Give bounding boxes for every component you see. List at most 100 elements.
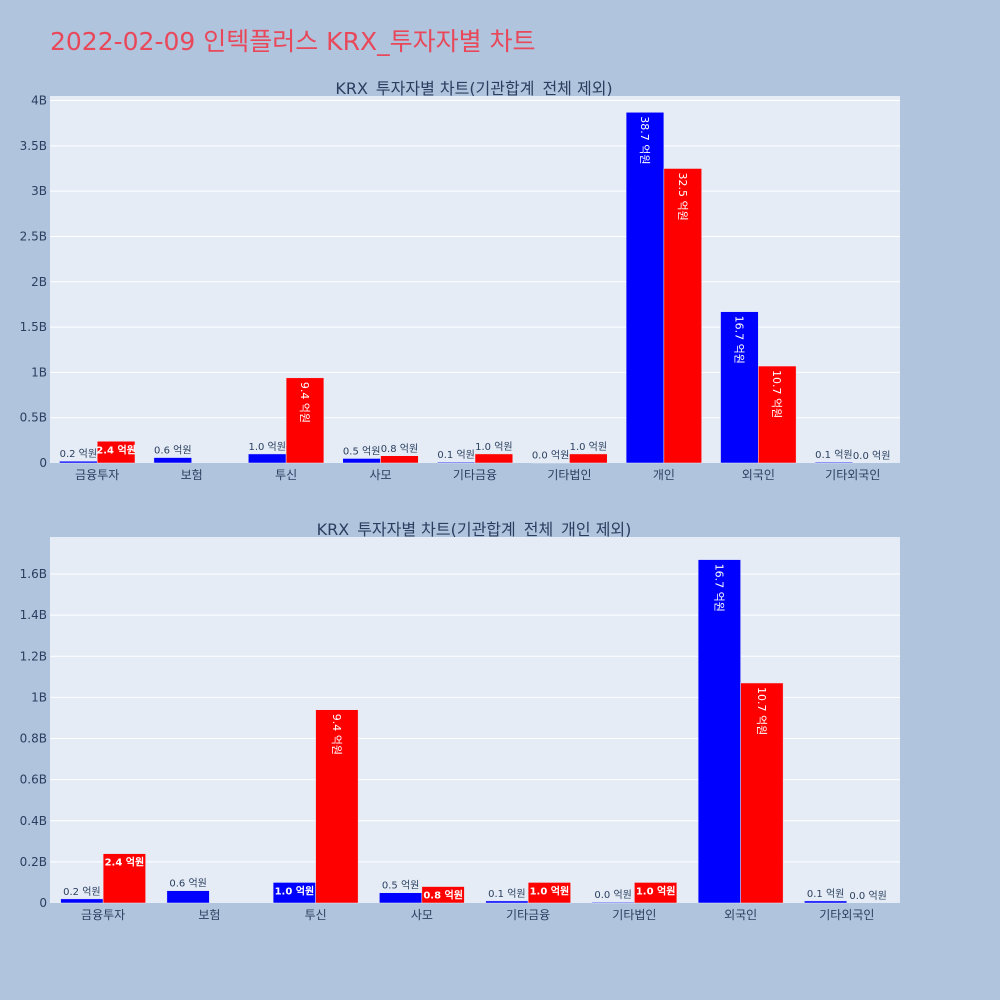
bar-value-label: 0.2 억원	[63, 886, 100, 898]
bar-sell	[758, 365, 797, 464]
bar-value-label: 38.7 억원	[638, 116, 651, 164]
bar-value-label: 0.1 억원	[437, 449, 474, 461]
bar-buy	[436, 461, 476, 464]
y-tick-label: 0.2B	[20, 855, 47, 869]
bar-value-label: 1.0 억원	[570, 441, 607, 453]
bar-buy	[153, 457, 192, 464]
bar-buy	[720, 311, 759, 464]
bar-value-label: 0.8 억원	[423, 889, 463, 902]
x-tick-label: 외국인	[742, 468, 775, 482]
x-tick-label: 기타금융	[453, 468, 497, 482]
investor-chart-excl-institution-individual: KRX_투자자별 차트(기관합계_전체_개인 제외) 0 0.2B 0.4B 0.6B 0…	[20, 520, 900, 922]
bar-value-label: 1.0 억원	[475, 441, 512, 453]
bar-value-label: 0.1 억원	[815, 449, 852, 461]
x-tick-label: 투신	[305, 908, 327, 922]
bar-value-label: 10.7 억원	[770, 370, 783, 418]
x-tick-label: 보험	[198, 908, 220, 922]
bar-value-label: 9.4 억원	[298, 382, 311, 423]
y-tick-label: 2B	[31, 275, 47, 289]
x-tick-label: 보험	[181, 468, 203, 482]
y-tick-label: 0.8B	[20, 732, 47, 746]
bar-value-label: 0.0 억원	[849, 890, 886, 902]
bar-value-label: 0.2 억원	[60, 448, 97, 460]
bar-buy	[379, 892, 423, 904]
chart-title: KRX_투자자별 차트(기관합계_전체 제외)	[335, 79, 612, 99]
bar-value-label: 0.6 억원	[154, 445, 191, 457]
y-tick-label: 3.5B	[20, 139, 47, 153]
x-tick-label: 기타법인	[547, 468, 591, 482]
y-tick-label: 1.5B	[20, 320, 47, 334]
bar-sell	[380, 455, 419, 464]
bar-value-label: 0.5 억원	[343, 445, 380, 457]
bar-buy	[814, 461, 854, 464]
y-tick-label: 0.6B	[20, 773, 47, 787]
y-tick-label: 0.5B	[20, 411, 47, 425]
bar-buy	[804, 900, 848, 904]
chart-title: KRX_투자자별 차트(기관합계_전체_개인 제외)	[317, 520, 632, 540]
y-tick-label: 3B	[31, 184, 47, 198]
y-tick-label: 1.6B	[20, 567, 47, 581]
bar-value-label: 10.7 억원	[755, 687, 768, 735]
bar-buy	[342, 458, 381, 464]
bar-buy	[166, 890, 210, 904]
x-tick-label: 금융투자	[81, 908, 125, 922]
x-tick-label: 사모	[370, 468, 392, 482]
bar-value-label: 0.0 억원	[532, 450, 569, 462]
bar-sell	[102, 853, 146, 904]
bar-value-label: 0.0 억원	[594, 889, 631, 901]
investor-chart-excl-institution: KRX_투자자별 차트(기관합계_전체 제외) 0 0.5B 1B 1.5B 2B 2.5B…	[20, 79, 900, 482]
bar-value-label: 32.5 억원	[676, 172, 689, 220]
y-tick-label: 0.4B	[20, 814, 47, 828]
x-tick-label: 기타외국인	[825, 468, 880, 482]
bar-buy	[59, 460, 98, 464]
y-tick-label: 1.2B	[20, 649, 47, 663]
bar-value-label: 1.0 억원	[248, 441, 285, 453]
bar-buy	[697, 559, 741, 904]
bar-value-label: 0.6 억원	[169, 878, 206, 890]
y-tick-label: 0	[39, 896, 47, 910]
bar-sell	[663, 168, 702, 464]
bar-sell	[527, 882, 571, 904]
y-tick-label: 2.5B	[20, 229, 47, 243]
bar-value-label: 1.0 억원	[530, 884, 570, 897]
x-tick-label: 금융투자	[75, 468, 119, 482]
x-tick-label: 사모	[411, 908, 433, 922]
bar-value-label: 1.0 억원	[275, 884, 315, 897]
y-tick-label: 1B	[31, 365, 47, 379]
bar-value-label: 0.8 억원	[381, 443, 418, 455]
bar-buy	[591, 901, 635, 904]
bar-value-label: 16.7 억원	[732, 316, 745, 364]
bar-sell	[285, 377, 325, 464]
x-tick-label: 외국인	[724, 908, 757, 922]
bar-sell	[740, 682, 784, 904]
bar-sell	[569, 453, 608, 464]
bar-value-label: 1.0 억원	[636, 884, 676, 897]
bar-value-label: 0.1 억원	[488, 888, 525, 900]
y-tick-label: 0	[39, 456, 47, 470]
y-tick-label: 1.4B	[20, 608, 47, 622]
bar-value-label: 0.0 억원	[853, 450, 890, 462]
x-tick-label: 기타외국인	[819, 908, 874, 922]
y-tick-label: 4B	[31, 94, 47, 108]
x-tick-label: 기타금융	[506, 908, 550, 922]
bar-value-label: 2.4 억원	[105, 856, 145, 869]
x-tick-label: 투신	[275, 468, 297, 482]
bar-sell	[96, 441, 136, 464]
bar-sell	[421, 886, 465, 904]
bar-sell	[315, 709, 359, 904]
bar-buy	[60, 898, 104, 904]
bar-value-label: 0.5 억원	[382, 880, 419, 892]
x-tick-label: 기타법인	[612, 908, 656, 922]
bar-buy	[485, 900, 529, 904]
bar-value-label: 9.4 억원	[330, 714, 343, 755]
bar-buy	[625, 112, 665, 464]
bar-value-label: 16.7 억원	[712, 564, 725, 612]
bar-buy	[248, 453, 287, 464]
bar-sell	[474, 453, 514, 464]
page-title: 2022-02-09 인텍플러스 KRX_투자자별 차트	[50, 27, 536, 56]
bar-sell	[634, 882, 678, 904]
bar-value-label: 0.1 억원	[807, 888, 844, 900]
x-tick-label: 개인	[653, 468, 675, 482]
bar-value-label: 2.4 억원	[96, 443, 136, 456]
y-tick-label: 1B	[31, 690, 47, 704]
